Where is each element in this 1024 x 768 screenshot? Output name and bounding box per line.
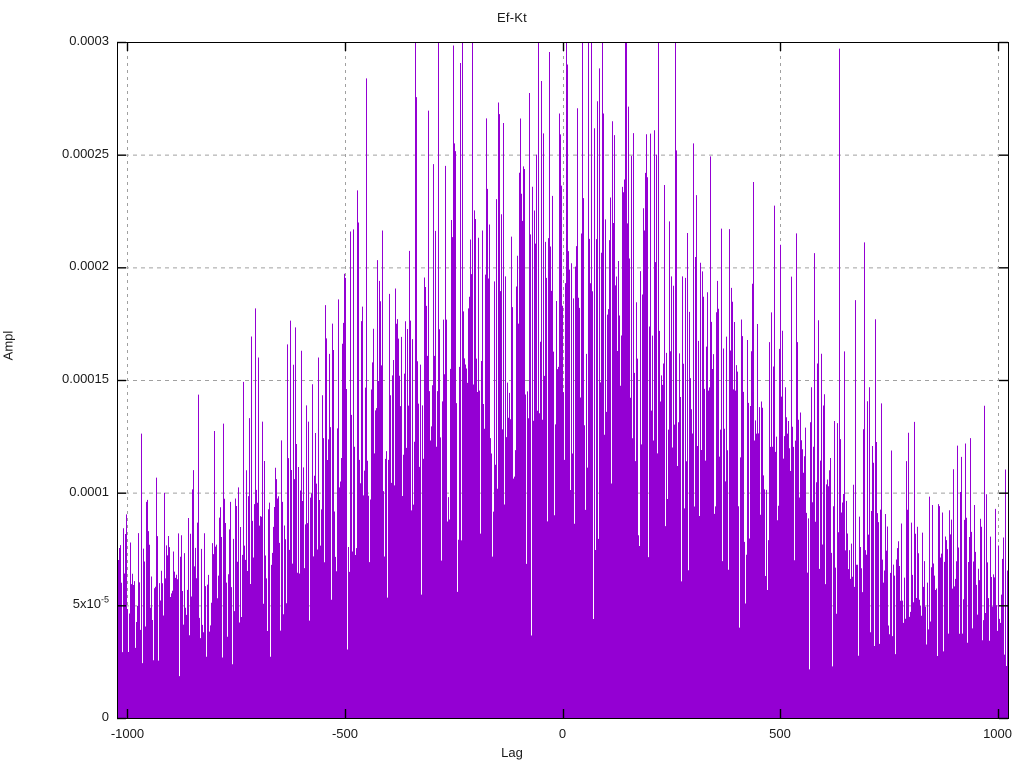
axis-ticks bbox=[117, 41, 1008, 720]
y-tick-label: 5x10-5 bbox=[72, 595, 109, 612]
y-tick-label: 0.0002 bbox=[69, 258, 109, 274]
y-tick-label: 0.0001 bbox=[69, 483, 109, 499]
x-tick-label: 0 bbox=[558, 726, 567, 741]
y-tick-label: 0.0003 bbox=[69, 33, 109, 48]
y-tick-label: 0.00015 bbox=[62, 371, 109, 386]
x-tick-label: 1000 bbox=[983, 726, 1012, 741]
chart-title: Ef-Kt bbox=[497, 10, 527, 25]
x-tick-label: 500 bbox=[769, 726, 791, 741]
x-tick-label: -1000 bbox=[110, 726, 145, 741]
data-impulses bbox=[117, 42, 1008, 718]
y-tick-label: 0.00025 bbox=[62, 145, 109, 161]
x-axis-label: Lag bbox=[501, 745, 523, 760]
x-tick-label: -500 bbox=[331, 726, 358, 741]
y-tick-label: 0 bbox=[101, 709, 109, 724]
